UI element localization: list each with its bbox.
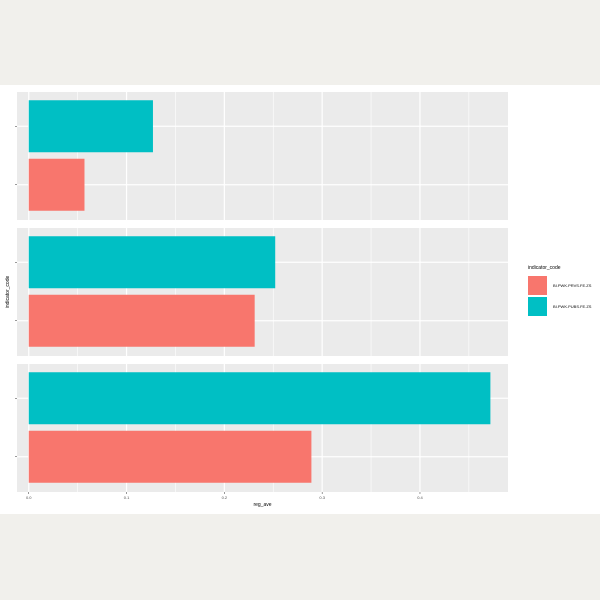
x-tick-label: 0.2 (222, 495, 228, 500)
bar-panel3-pubs (28, 372, 491, 425)
faceted-bar-chart: 0.0 0.1 0.2 0.3 0.4reg_aveindicator_codeindi… (5, 92, 592, 508)
x-tick-label: 0.1 (124, 495, 130, 500)
x-tick-label: 0.3 (319, 495, 325, 500)
bar-panel2-pubs (28, 236, 276, 289)
legend-label-1: BI.PWK.PRVS.FE.ZS (553, 283, 592, 288)
bar-panel3-prvs (28, 430, 312, 483)
legend-title: indicator_code (528, 265, 561, 271)
plot-card: 0.0 0.1 0.2 0.3 0.4 reg_ave indicator_code indi… (0, 85, 600, 514)
x-tick-label: 0.0 (26, 495, 32, 500)
bar-panel1-prvs (28, 158, 85, 211)
y-axis-title: indicator_code (5, 276, 11, 309)
legend-key-2 (528, 297, 547, 316)
legend-label-2: BI.PWK.PUBS.FE.ZS (553, 304, 592, 309)
x-axis-title: reg_ave (253, 502, 271, 508)
bar-panel1-pubs (28, 100, 153, 153)
bar-panel2-prvs (28, 294, 255, 347)
legend-key-1 (528, 276, 547, 295)
x-tick-label: 0.4 (417, 495, 423, 500)
